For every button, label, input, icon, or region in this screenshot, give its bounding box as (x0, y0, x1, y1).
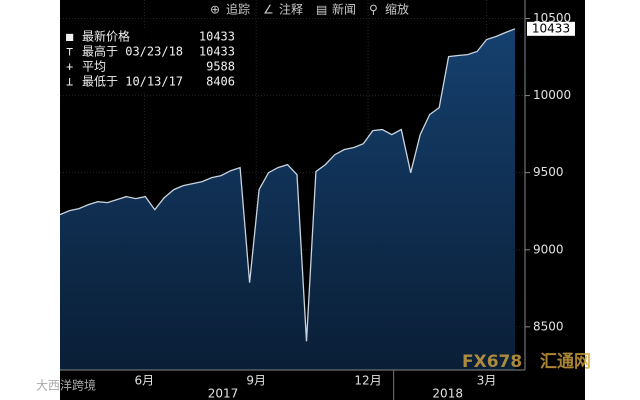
legend-value: 8406 (206, 75, 235, 89)
y-tick-label: 9500 (533, 165, 564, 179)
legend-box (62, 28, 230, 92)
y-tick-label: 10000 (533, 88, 571, 102)
line (59, 28, 516, 342)
legend-label: 最高于 03/23/18 (82, 44, 183, 59)
legend-label: 最低于 10/13/17 (82, 75, 183, 89)
last-price-label: 10433 (532, 21, 570, 35)
y-tick-label: 10500 (533, 11, 571, 25)
year-label: 2017 (208, 387, 239, 400)
tool-icon: ∠ (263, 3, 274, 17)
legend-symbol: + (66, 60, 73, 74)
year-label: 2018 (432, 387, 463, 400)
tool-icon: ⊕ (210, 3, 220, 17)
x-tick-label: 6月 (135, 374, 155, 388)
tool-button: 新闻 (332, 2, 356, 17)
y-tick-label: 8500 (533, 319, 564, 333)
x-tick-label: 3月 (477, 374, 497, 388)
tool-icon: ▤ (316, 3, 327, 17)
legend-value: 9588 (206, 60, 235, 74)
area (60, 28, 515, 371)
x-tick-label: 9月 (246, 374, 266, 388)
tool-button: 缩放 (385, 2, 409, 17)
x-tick-label: 12月 (354, 374, 381, 388)
legend-symbol: ■ (66, 30, 74, 44)
legend-value: 10433 (199, 30, 235, 44)
last-price-tag (527, 21, 575, 36)
legend-symbol: ⊥ (66, 75, 73, 89)
legend-label: 最新价格 (82, 29, 130, 44)
y-tick-label: 9000 (533, 242, 564, 256)
watermark: FX678 (462, 352, 522, 372)
tool-icon: ⚲ (369, 3, 378, 17)
tool-button: 追踪 (226, 2, 250, 17)
legend-label: 平均 (82, 60, 106, 74)
legend-symbol: ⊤ (66, 45, 73, 59)
tool-button: 注释 (279, 2, 303, 17)
watermark: 大西洋跨境 (36, 378, 96, 393)
legend-value: 10433 (199, 45, 235, 59)
watermark: 汇通网 (540, 352, 591, 372)
